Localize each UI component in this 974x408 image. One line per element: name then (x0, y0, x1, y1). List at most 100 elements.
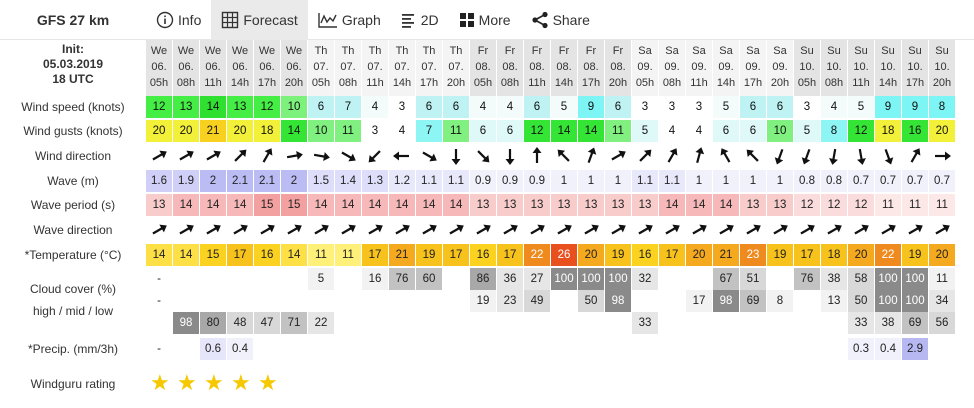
cloud-mid-cell (254, 290, 280, 312)
tab-more[interactable]: More (449, 0, 521, 40)
cloud-mid-cell (281, 290, 307, 312)
precip-cell (335, 338, 361, 360)
wave-height-cell: 1.1 (443, 170, 469, 192)
cloud-mid-cell (443, 290, 469, 312)
header-date: 08. (529, 61, 545, 73)
header-day: Fr (558, 45, 570, 57)
wave-period-cell: 15 (281, 194, 307, 216)
cloud-low-cell (794, 312, 820, 334)
wave-height-cell: 0.8 (821, 170, 847, 192)
wind-speed-cell: 3 (794, 96, 820, 118)
cloud-high-cell (254, 268, 280, 290)
wind-speed-cell: 9 (578, 96, 604, 118)
wind-speed-cell: 10 (281, 96, 307, 118)
wave-direction-arrow-icon (389, 218, 415, 242)
wind-gust-cell: 7 (416, 120, 442, 142)
tab-info[interactable]: Info (146, 0, 211, 40)
header-date: 10. (853, 61, 869, 73)
tab-forecast[interactable]: Forecast (211, 0, 308, 40)
model-label: GFS 27 km (36, 11, 110, 28)
date-column-header: Fr 08. 20h (605, 40, 631, 99)
cloud-low-cell (767, 312, 793, 334)
precip-cell: - (157, 343, 161, 355)
graph-icon (318, 11, 342, 29)
header-hour: 14h (230, 77, 250, 89)
wind-direction-arrow-icon (659, 144, 685, 168)
temperature-cell: 15 (200, 244, 226, 266)
date-column-header: Fr 08. 11h (524, 40, 550, 99)
precip-cell (551, 338, 577, 360)
tab-label: More (478, 11, 511, 28)
wave-direction-arrow-icon (632, 218, 658, 242)
date-column-header: We 06. 14h (227, 40, 253, 99)
header-day: Su (908, 45, 922, 57)
cloud-low-cell (389, 312, 415, 334)
tab-share[interactable]: Share (521, 0, 600, 40)
wind-direction-arrow-icon (875, 144, 901, 168)
cloud-high-cell: 100 (605, 268, 631, 290)
row-label-wave-period: Wave period (s) (30, 198, 116, 212)
tab-graph[interactable]: Graph (308, 0, 391, 40)
grid-icon (459, 12, 479, 28)
header-hour: 11h (852, 77, 870, 89)
precip-cell (416, 338, 442, 360)
header-hour: 17h (743, 77, 763, 89)
temperature-cell: 18 (821, 244, 847, 266)
cloud-high-cell: 86 (470, 268, 496, 290)
cloud-low-cell (659, 312, 685, 334)
wind-direction-arrow-icon (227, 144, 253, 168)
precip-cell (497, 338, 523, 360)
header-day: Su (881, 45, 895, 57)
wave-direction-arrow-icon (146, 218, 172, 242)
cloud-mid-cell: 50 (578, 290, 604, 312)
wind-speed-cell: 6 (416, 96, 442, 118)
cloud-low-cell: 56 (929, 312, 955, 334)
table-icon (221, 11, 243, 29)
wave-height-cell: 1 (767, 170, 793, 192)
date-column-header: Th 07. 11h (362, 40, 388, 99)
wave-period-cell: 14 (335, 194, 361, 216)
date-column-header: Su 10. 08h (821, 40, 847, 99)
header-day: We (231, 45, 249, 57)
wave-height-cell: 1.6 (146, 170, 172, 192)
wave-direction-arrow-icon (443, 218, 469, 242)
header-date: 09. (772, 61, 788, 73)
header-day: We (204, 45, 222, 57)
wave-period-cell: 14 (227, 194, 253, 216)
wind-direction-arrow-icon (524, 144, 550, 168)
date-column-header: Th 07. 08h (335, 40, 361, 99)
wave-height-cell: 0.9 (524, 170, 550, 192)
wave-direction-arrow-icon (875, 218, 901, 242)
date-column-header: We 06. 08h (173, 40, 199, 99)
header-date: 07. (394, 61, 410, 73)
wave-direction-arrow-icon (173, 218, 199, 242)
row-label-rating: Windguru rating (30, 377, 116, 391)
header-date: 10. (934, 61, 950, 73)
wave-period-cell: 12 (848, 194, 874, 216)
cloud-low-cell (470, 312, 496, 334)
tab-label: Forecast (243, 11, 298, 28)
wind-speed-cell: 6 (605, 96, 631, 118)
date-column-header: Sa 09. 20h (767, 40, 793, 99)
cloud-mid-cell: 13 (821, 290, 847, 312)
header-hour: 05h (149, 77, 169, 89)
wave-height-cell: 1.1 (632, 170, 658, 192)
cloud-high-cell: - (157, 273, 161, 285)
cloud-mid-cell (308, 290, 334, 312)
wave-direction-arrow-icon (551, 218, 577, 242)
temperature-cell: 14 (173, 244, 199, 266)
cloud-mid-cell: 23 (497, 290, 523, 312)
header-hour: 05h (635, 77, 655, 89)
header-date: 08. (610, 61, 626, 73)
wind-speed-cell: 6 (767, 96, 793, 118)
wave-height-cell: 2.1 (254, 170, 280, 192)
wind-direction-arrow-icon (146, 144, 172, 168)
wind-direction-arrow-icon (254, 144, 280, 168)
wind-direction-arrow-icon (740, 144, 766, 168)
cloud-mid-cell (227, 290, 253, 312)
row-label-wave: Wave (m) (47, 174, 99, 188)
cloud-low-cell (443, 312, 469, 334)
wave-period-cell: 13 (470, 194, 496, 216)
wind-gust-cell: 20 (227, 120, 253, 142)
tab-2d[interactable]: 2D (391, 0, 449, 40)
